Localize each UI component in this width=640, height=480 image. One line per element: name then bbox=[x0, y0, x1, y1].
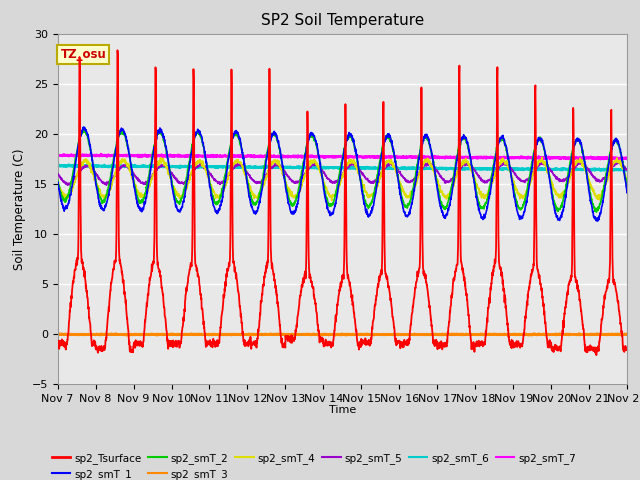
Text: TZ_osu: TZ_osu bbox=[60, 48, 106, 60]
sp2_smT_5 bbox=[372, 178, 380, 183]
Line: sp2_smT_1: sp2_smT_1 bbox=[58, 127, 627, 221]
sp2_smT_3 bbox=[623, 331, 631, 337]
sp2_smT_7 bbox=[596, 156, 604, 162]
Line: sp2_smT_3: sp2_smT_3 bbox=[58, 334, 627, 335]
sp2_smT_6 bbox=[371, 166, 379, 171]
sp2_smT_3 bbox=[573, 332, 581, 337]
Line: sp2_Tsurface: sp2_Tsurface bbox=[58, 50, 627, 355]
X-axis label: Time: Time bbox=[329, 405, 356, 415]
sp2_smT_1 bbox=[573, 138, 581, 144]
sp2_smT_7 bbox=[508, 155, 516, 161]
sp2_smT_4 bbox=[589, 188, 597, 194]
sp2_smT_3 bbox=[372, 332, 380, 337]
sp2_Tsurface bbox=[508, 345, 516, 350]
sp2_smT_2 bbox=[79, 126, 86, 132]
sp2_Tsurface bbox=[213, 342, 221, 348]
sp2_smT_5 bbox=[578, 159, 586, 165]
sp2_smT_4 bbox=[573, 157, 581, 163]
sp2_smT_3 bbox=[359, 332, 367, 337]
sp2_smT_3 bbox=[123, 332, 131, 338]
sp2_smT_1 bbox=[508, 178, 516, 184]
Title: SP2 Soil Temperature: SP2 Soil Temperature bbox=[260, 13, 424, 28]
sp2_smT_4 bbox=[328, 198, 335, 204]
Y-axis label: Soil Temperature (C): Soil Temperature (C) bbox=[13, 148, 26, 270]
sp2_smT_4 bbox=[538, 155, 546, 160]
Line: sp2_smT_6: sp2_smT_6 bbox=[58, 165, 627, 171]
sp2_smT_4 bbox=[54, 178, 61, 184]
Line: sp2_smT_2: sp2_smT_2 bbox=[58, 129, 627, 212]
sp2_Tsurface bbox=[372, 302, 380, 308]
sp2_smT_5 bbox=[64, 182, 72, 188]
sp2_smT_1 bbox=[54, 180, 61, 185]
sp2_Tsurface bbox=[54, 343, 61, 349]
Line: sp2_smT_5: sp2_smT_5 bbox=[58, 162, 627, 185]
sp2_smT_7 bbox=[54, 153, 61, 158]
sp2_smT_3 bbox=[54, 332, 61, 337]
sp2_smT_4 bbox=[623, 178, 631, 184]
sp2_smT_7 bbox=[372, 154, 380, 160]
sp2_smT_6 bbox=[212, 164, 220, 170]
sp2_Tsurface bbox=[623, 345, 631, 351]
sp2_smT_1 bbox=[213, 210, 221, 216]
sp2_smT_1 bbox=[79, 124, 87, 130]
sp2_smT_5 bbox=[573, 162, 581, 168]
Line: sp2_smT_4: sp2_smT_4 bbox=[58, 157, 627, 201]
sp2_smT_2 bbox=[54, 177, 61, 183]
sp2_smT_3 bbox=[213, 332, 221, 337]
sp2_smT_4 bbox=[508, 175, 516, 180]
sp2_smT_7 bbox=[623, 156, 631, 161]
sp2_smT_1 bbox=[623, 190, 631, 195]
sp2_smT_3 bbox=[589, 332, 597, 337]
sp2_smT_6 bbox=[620, 168, 627, 174]
sp2_smT_6 bbox=[573, 167, 580, 172]
Line: sp2_smT_7: sp2_smT_7 bbox=[58, 154, 627, 159]
sp2_smT_7 bbox=[213, 154, 221, 159]
sp2_smT_1 bbox=[594, 218, 602, 224]
sp2_smT_2 bbox=[573, 137, 581, 143]
sp2_smT_6 bbox=[589, 167, 596, 172]
sp2_smT_7 bbox=[359, 154, 367, 160]
sp2_smT_5 bbox=[213, 179, 221, 184]
sp2_smT_5 bbox=[589, 174, 597, 180]
sp2_smT_1 bbox=[589, 208, 596, 214]
sp2_Tsurface bbox=[573, 279, 581, 285]
sp2_smT_2 bbox=[623, 188, 631, 193]
sp2_smT_2 bbox=[372, 183, 380, 189]
sp2_smT_5 bbox=[623, 167, 631, 173]
sp2_Tsurface bbox=[589, 344, 596, 350]
sp2_smT_2 bbox=[213, 199, 221, 205]
sp2_smT_3 bbox=[531, 331, 538, 336]
sp2_smT_7 bbox=[97, 151, 105, 157]
sp2_smT_1 bbox=[372, 191, 380, 196]
sp2_smT_2 bbox=[508, 179, 516, 184]
sp2_smT_1 bbox=[359, 196, 367, 202]
sp2_smT_4 bbox=[212, 192, 220, 197]
sp2_smT_2 bbox=[593, 209, 600, 215]
sp2_smT_5 bbox=[54, 171, 61, 177]
sp2_Tsurface bbox=[359, 339, 367, 345]
sp2_smT_5 bbox=[508, 168, 516, 174]
sp2_smT_4 bbox=[372, 187, 380, 193]
sp2_smT_4 bbox=[359, 183, 367, 189]
sp2_smT_6 bbox=[54, 162, 61, 168]
sp2_smT_3 bbox=[508, 332, 516, 337]
sp2_smT_6 bbox=[508, 167, 516, 172]
sp2_smT_6 bbox=[623, 167, 631, 173]
sp2_Tsurface bbox=[593, 352, 600, 358]
sp2_smT_2 bbox=[589, 201, 596, 206]
Legend: sp2_Tsurface, sp2_smT_1, sp2_smT_2, sp2_smT_3, sp2_smT_4, sp2_smT_5, sp2_smT_6, : sp2_Tsurface, sp2_smT_1, sp2_smT_2, sp2_… bbox=[47, 449, 580, 480]
sp2_smT_7 bbox=[573, 155, 581, 161]
sp2_smT_5 bbox=[359, 170, 367, 176]
sp2_smT_6 bbox=[359, 165, 367, 170]
sp2_smT_7 bbox=[589, 155, 596, 160]
sp2_smT_2 bbox=[359, 191, 367, 196]
sp2_Tsurface bbox=[114, 48, 122, 53]
